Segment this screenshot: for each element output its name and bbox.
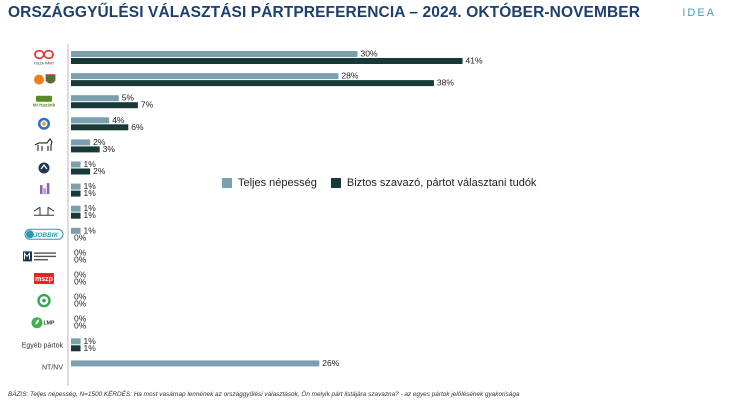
bar-teljes-4 (71, 139, 91, 146)
mi-hazank-logo-caption: Mi Hazánk (33, 103, 56, 108)
data-label-biztos-11: 0% (74, 299, 87, 309)
data-label-biztos-1: 38% (437, 78, 454, 88)
legend-item-teljes: Teljes népesség (222, 177, 317, 189)
bridge-logo (33, 206, 55, 216)
data-label-biztos-9: 0% (74, 254, 87, 264)
data-label-biztos-8: 0% (74, 232, 87, 242)
bar-teljes-13 (71, 338, 81, 345)
data-label-teljes-4: 2% (93, 137, 106, 147)
bar-teljes-6 (71, 183, 81, 190)
data-label-teljes-6: 1% (84, 181, 97, 191)
legend-item-biztos: Biztos szavazó, pártot választani tudók (330, 177, 537, 189)
legend-label-teljes: Teljes népesség (238, 177, 317, 189)
data-label-teljes-2: 5% (122, 93, 135, 103)
data-label-teljes-10: 0% (74, 270, 87, 280)
bar-teljes-2 (71, 95, 119, 102)
tisza-logo: TISZA PÁRT (34, 49, 55, 66)
chart-legend: Teljes népesség Biztos szavazó, pártot v… (222, 177, 550, 189)
mszp-logo-caption: mszp (35, 276, 53, 283)
mszp-logo: mszp (34, 273, 54, 284)
brand-logo: IDEA (682, 7, 716, 19)
jobbik-logo-caption: JOBBIK (34, 232, 60, 239)
footnote: BÁZIS: Teljes népesség, N=1500 KÉRDÉS: H… (8, 391, 520, 398)
bar-teljes-7 (71, 205, 81, 212)
data-label-teljes-11: 0% (74, 292, 87, 302)
data-label-teljes-9: 0% (74, 247, 87, 257)
bar-biztos-0 (71, 58, 463, 64)
mi-hazank-logo: Mi Hazánk (33, 95, 56, 108)
bar-chart: TISZA PÁRT Mi Hazánk JOBBIK mszp LMP Egyéb pá… (22, 44, 483, 386)
data-label-teljes-14: 26% (322, 358, 339, 368)
bar-biztos-7 (71, 212, 81, 219)
data-label-biztos-10: 0% (74, 277, 87, 287)
momentum-like-logo (38, 162, 50, 174)
data-label-teljes-1: 28% (341, 71, 358, 81)
data-label-teljes-3: 4% (112, 115, 125, 125)
data-label-teljes-13: 1% (84, 336, 97, 346)
bar-biztos-6 (71, 190, 81, 197)
mmn-logo (23, 251, 56, 262)
lmp-logo: LMP (31, 317, 55, 329)
egyeb-label: Egyéb pártok (22, 342, 64, 349)
bar-teljes-14 (71, 360, 320, 367)
bars: 30%41%28%38%5%7%4%6%2%3%1%2%1%1%1%1%1%0%… (71, 49, 483, 368)
bar-biztos-13 (71, 345, 81, 352)
data-label-biztos-0: 41% (466, 56, 483, 66)
data-label-teljes-8: 1% (84, 225, 97, 235)
data-label-biztos-6: 1% (84, 188, 97, 198)
dk-logo (38, 117, 50, 130)
data-label-biztos-4: 3% (103, 144, 116, 154)
party-logos: TISZA PÁRT Mi Hazánk JOBBIK mszp LMP Egyéb pá… (22, 49, 64, 371)
ntnv-label: NT/NV (42, 364, 63, 371)
bar-biztos-4 (71, 146, 100, 153)
bar-teljes-8 (71, 227, 81, 234)
data-label-teljes-0: 30% (361, 49, 378, 59)
tisza-logo-caption: TISZA PÁRT (34, 62, 55, 66)
bar-biztos-2 (71, 102, 138, 109)
fidesz-kdnp-logo (34, 74, 56, 85)
ntnv-label-text: NT/NV (42, 364, 63, 371)
jobbik-logo: JOBBIK (24, 228, 64, 240)
data-label-biztos-3: 6% (131, 122, 144, 132)
bar-biztos-3 (71, 124, 129, 131)
purple-bars-logo (40, 183, 50, 195)
data-label-teljes-7: 1% (84, 203, 97, 213)
data-label-teljes-12: 0% (74, 314, 87, 324)
egyeb-label-text: Egyéb pártok (22, 342, 64, 349)
lmp-logo-caption: LMP (44, 321, 55, 327)
bar-biztos-5 (71, 168, 91, 175)
data-label-biztos-13: 1% (84, 343, 97, 353)
bar-teljes-5 (71, 161, 81, 168)
legend-swatch-teljes (222, 178, 232, 188)
bar-teljes-3 (71, 117, 110, 124)
bar-teljes-0 (71, 51, 358, 57)
data-label-biztos-7: 1% (84, 210, 97, 220)
data-label-biztos-12: 0% (74, 321, 87, 331)
green-round-logo (37, 293, 51, 308)
mkkp-logo (34, 137, 53, 151)
data-label-biztos-2: 7% (141, 100, 154, 110)
data-label-biztos-5: 2% (93, 166, 106, 176)
bar-biztos-1 (71, 80, 434, 87)
data-label-teljes-5: 1% (84, 159, 97, 169)
bar-teljes-1 (71, 73, 339, 80)
chart-title: ORSZÁGGYŰLÉSI VÁLASZTÁSI PÁRTPREFERENCIA… (8, 4, 641, 21)
legend-swatch-biztos (330, 178, 341, 188)
legend-label-biztos: Biztos szavazó, pártot választani tudók (346, 177, 537, 189)
